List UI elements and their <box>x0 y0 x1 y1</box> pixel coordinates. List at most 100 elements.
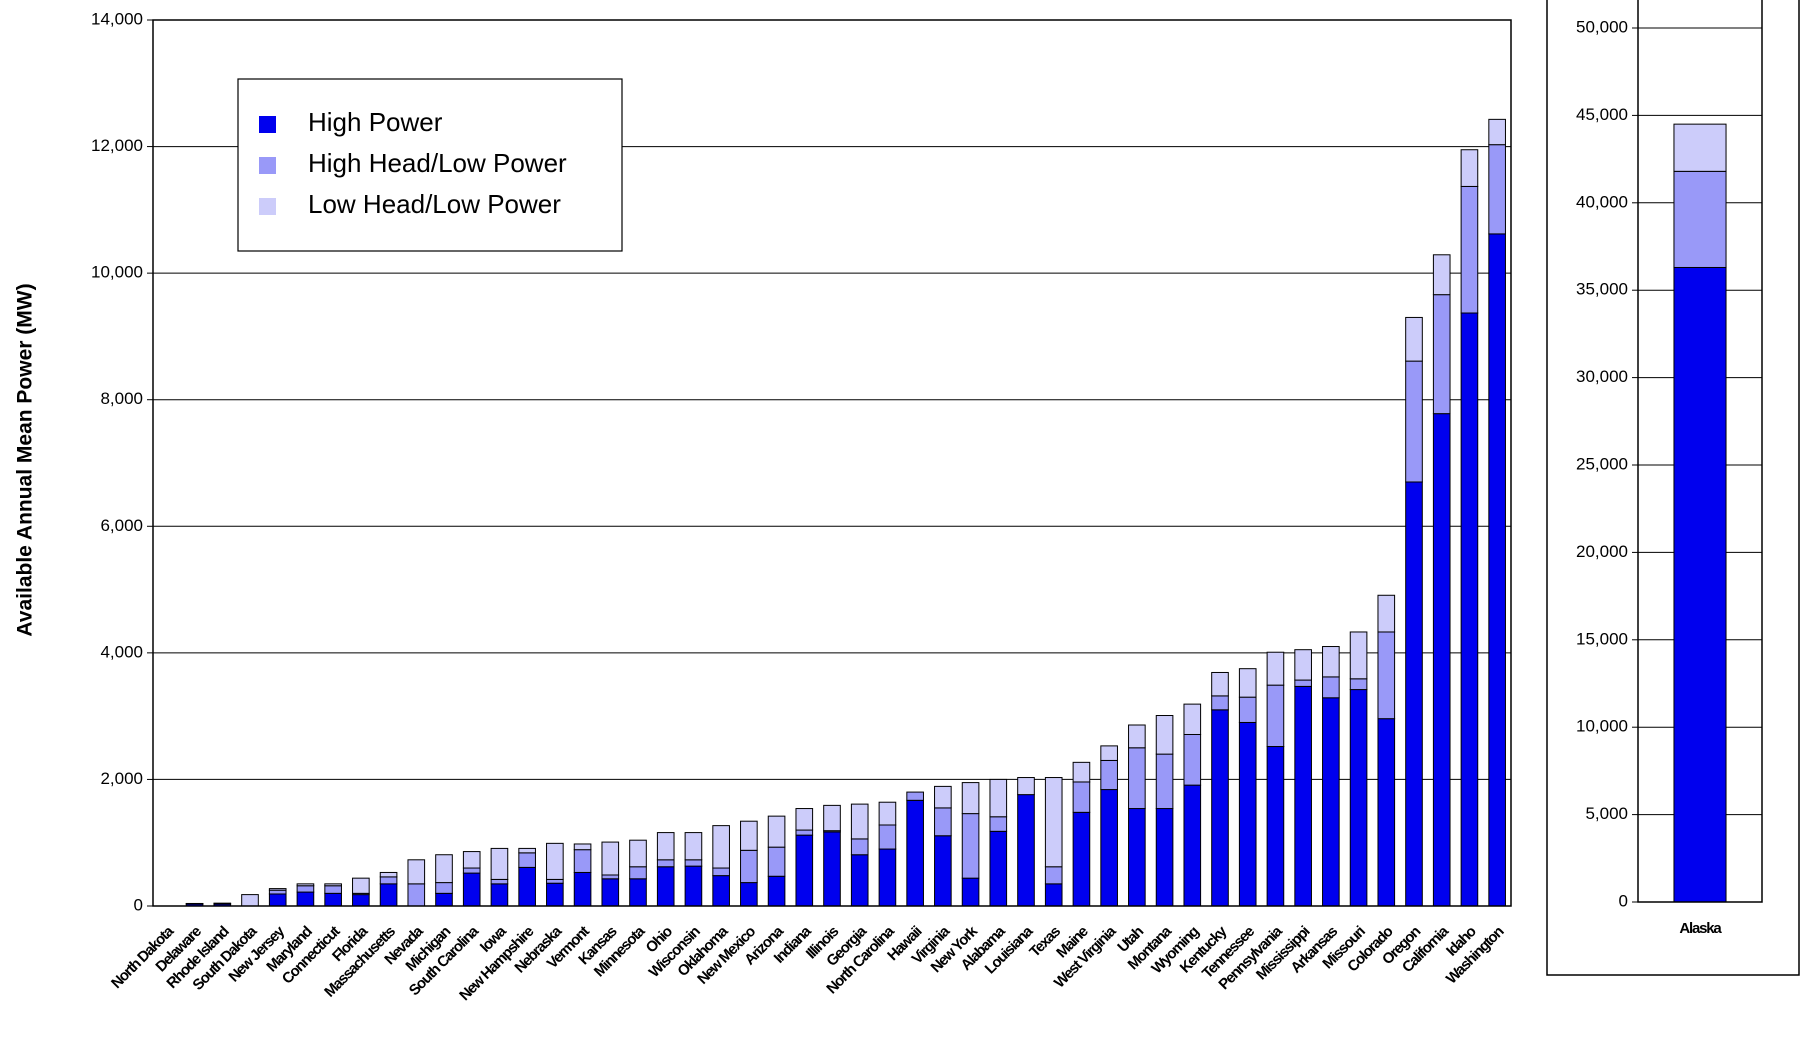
y-tick-label: 8,000 <box>100 389 143 408</box>
bar-segment <box>518 852 536 868</box>
bar-segment <box>1432 413 1451 907</box>
bar-segment <box>1128 724 1146 749</box>
y-tick-label: 30,000 <box>1576 367 1628 386</box>
bar-segment <box>1405 481 1423 907</box>
bar-segment <box>1211 695 1229 711</box>
bar-segment <box>934 785 952 809</box>
y-tick-label: 10,000 <box>91 263 143 282</box>
bar-segment <box>518 847 536 854</box>
bar-segment <box>1432 294 1451 415</box>
bar-segment <box>740 820 758 851</box>
bar-segment <box>1673 170 1727 268</box>
inset-frame <box>1546 0 1800 976</box>
bar-segment <box>795 808 814 831</box>
bar-segment <box>850 803 869 840</box>
bar-segment <box>1488 144 1506 235</box>
bar-segment <box>435 882 453 894</box>
bar-segment <box>324 892 342 907</box>
bar-segment <box>1377 594 1396 633</box>
bar-segment <box>684 865 703 907</box>
bar-segment <box>795 834 814 907</box>
bar-segment <box>656 859 675 868</box>
bar-segment <box>462 867 481 874</box>
bar-segment <box>1072 811 1091 907</box>
bar-segment <box>1294 679 1312 687</box>
bar-segment <box>1183 784 1202 907</box>
bar-segment <box>1128 808 1146 907</box>
bar-segment <box>324 883 342 887</box>
bar-segment <box>518 866 536 907</box>
y-tick-label: 0 <box>1619 891 1628 910</box>
bar-segment <box>1017 794 1035 907</box>
bar-segment <box>1155 715 1174 755</box>
bar-segment <box>1211 709 1229 907</box>
bar-segment <box>379 871 398 878</box>
bar-segment <box>490 847 509 880</box>
bar-segment <box>878 801 897 826</box>
bar-segment <box>767 875 786 907</box>
legend-label: Low Head/Low Power <box>308 189 561 219</box>
bar-segment <box>1100 759 1118 791</box>
bar-segment <box>850 838 869 856</box>
bar-segment <box>656 832 675 861</box>
plot-frame <box>1637 0 1763 903</box>
bar-segment <box>1044 883 1063 907</box>
bar-segment <box>296 891 315 907</box>
y-tick-label: 25,000 <box>1576 454 1628 473</box>
x-tick-label: Alaska <box>1679 920 1722 937</box>
bar-segment <box>1155 753 1174 810</box>
y-tick-label: 35,000 <box>1576 280 1628 299</box>
legend-box <box>237 78 623 252</box>
bar-segment <box>1488 118 1506 146</box>
bar-segment <box>767 815 786 848</box>
y-tick-label: 12,000 <box>91 136 143 155</box>
bar-segment <box>934 835 952 907</box>
bar-segment <box>1488 233 1506 907</box>
bar-segment <box>601 841 620 876</box>
bar-segment <box>1432 254 1451 296</box>
legend-label: High Head/Low Power <box>308 148 567 178</box>
bar-segment <box>573 849 592 873</box>
bar-segment <box>1349 631 1368 680</box>
bar-segment <box>1072 781 1091 813</box>
y-tick-label: 20,000 <box>1576 542 1628 561</box>
bar-segment <box>601 874 620 880</box>
bar-segment <box>407 859 426 885</box>
y-tick-label: 14,000 <box>91 9 143 28</box>
bar-segment <box>1405 316 1423 362</box>
bar-segment <box>1349 689 1368 907</box>
bar-segment <box>1100 745 1118 761</box>
bar-segment <box>1211 671 1229 697</box>
y-tick-label: 2,000 <box>100 769 143 788</box>
bar-segment <box>546 882 564 907</box>
bar-segment <box>573 843 592 851</box>
bar-segment <box>379 883 398 907</box>
bar-segment <box>1294 685 1312 907</box>
bar-segment <box>961 782 980 815</box>
bar-segment <box>546 878 564 884</box>
bar-segment <box>1100 789 1118 907</box>
bar-segment <box>490 883 509 907</box>
y-tick-label: 10,000 <box>1576 717 1628 736</box>
bar-segment <box>906 791 924 801</box>
bar-segment <box>823 804 841 832</box>
bar-segment <box>1017 777 1035 796</box>
y-tick-label: 5,000 <box>1585 804 1628 823</box>
bar-segment <box>1405 360 1423 483</box>
bar-segment <box>462 872 481 907</box>
plot-frame <box>152 19 1512 907</box>
y-tick-label: 40,000 <box>1576 192 1628 211</box>
bar-segment <box>407 883 426 907</box>
bar-segment <box>324 885 342 894</box>
bar-segment <box>1460 312 1479 907</box>
bar-segment <box>1044 777 1063 868</box>
bar-segment <box>740 849 758 884</box>
bar-segment <box>989 830 1008 907</box>
bar-segment <box>823 831 841 907</box>
bar-segment <box>1460 185 1479 314</box>
bar-segment <box>629 839 647 868</box>
bar-segment <box>1044 866 1063 885</box>
bar-segment <box>573 871 592 907</box>
bar-segment <box>740 882 758 907</box>
